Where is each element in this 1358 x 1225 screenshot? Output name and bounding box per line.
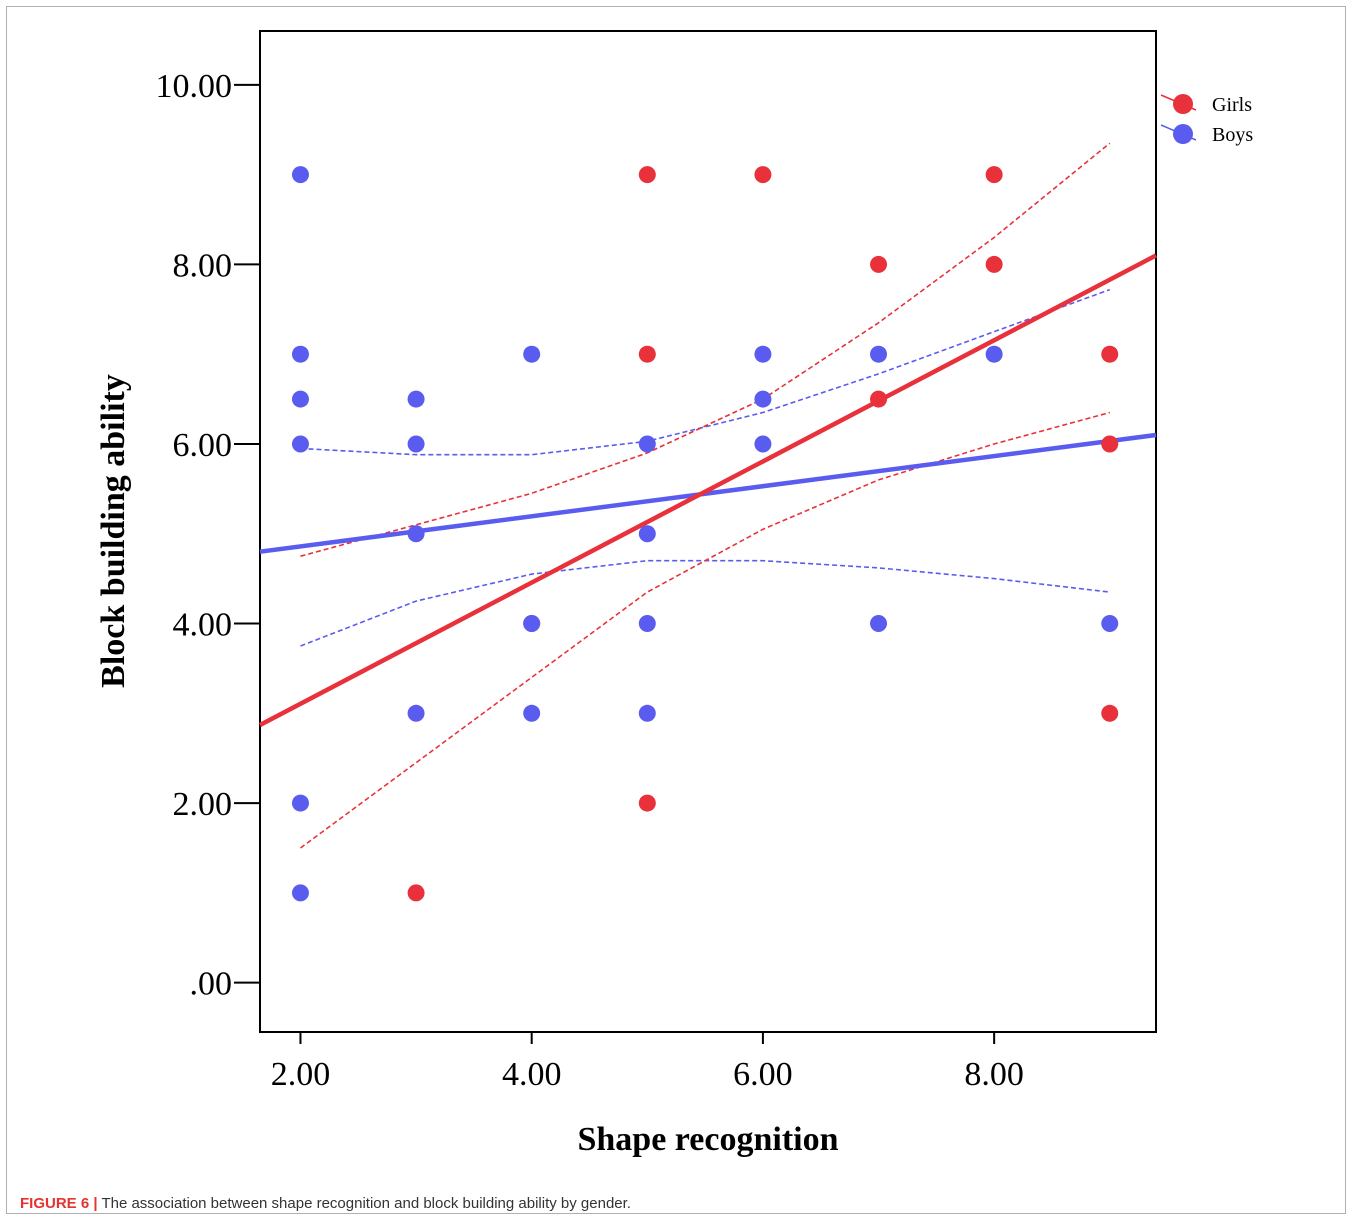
- boys-point: [407, 525, 425, 543]
- boys-point: [291, 390, 309, 408]
- girls-point: [754, 166, 772, 184]
- girls-ci-upper-line: [300, 142, 1111, 557]
- caption-label: FIGURE 6 |: [20, 1195, 98, 1212]
- boys-point: [870, 615, 888, 633]
- boys-point: [985, 345, 1003, 363]
- boys-point: [1101, 615, 1119, 633]
- boys-point: [523, 704, 541, 722]
- boys-ci-upper-line: [300, 288, 1111, 456]
- x-tick-label: 8.00: [964, 1056, 1024, 1093]
- y-tick-label: 2.00: [173, 786, 233, 823]
- girls-point: [638, 345, 656, 363]
- boys-point: [407, 435, 425, 453]
- figure-caption: FIGURE 6 | The association between shape…: [20, 1195, 631, 1212]
- girls-ci-lower-line: [300, 411, 1111, 849]
- boys-point: [291, 435, 309, 453]
- boys-point: [291, 345, 309, 363]
- girls-point: [985, 255, 1003, 273]
- x-axis-label: Shape recognition: [577, 1121, 838, 1158]
- girls-point: [407, 884, 425, 902]
- boys-point: [291, 166, 309, 184]
- x-tick-label: 4.00: [502, 1056, 562, 1093]
- legend: Girls Boys: [1160, 94, 1253, 146]
- boys-point: [291, 884, 309, 902]
- boys-point: [754, 435, 772, 453]
- girls-legend-label: Girls: [1212, 94, 1252, 116]
- girls-point: [1101, 345, 1119, 363]
- girls-point: [1101, 435, 1119, 453]
- y-tick-label: 8.00: [173, 247, 233, 284]
- girls-legend-marker: [1173, 94, 1193, 114]
- axes: 2.00 4.00 6.00 8.00 .00 2.00 4.00 6.00 8.00 10.00: [156, 68, 1024, 1093]
- x-tick-label: 2.00: [271, 1056, 331, 1093]
- boys-point: [754, 345, 772, 363]
- girls-point: [638, 794, 656, 812]
- girls-point: [870, 390, 888, 408]
- boys-legend-marker: [1173, 124, 1193, 144]
- y-axis-label: Block building ability: [95, 374, 132, 688]
- girls-fit-line: [258, 253, 1158, 727]
- caption-text: The association between shape recognitio…: [97, 1195, 631, 1212]
- y-tick-label: .00: [190, 966, 233, 1003]
- boys-point: [754, 390, 772, 408]
- y-tick-label: 10.00: [156, 68, 233, 105]
- boys-point: [407, 704, 425, 722]
- data-points: [291, 166, 1119, 902]
- boys-point: [407, 390, 425, 408]
- confidence-intervals: [300, 142, 1111, 849]
- y-tick-label: 4.00: [173, 607, 233, 644]
- boys-point: [638, 435, 656, 453]
- girls-point: [638, 166, 656, 184]
- x-tick-label: 6.00: [733, 1056, 793, 1093]
- y-tick-label: 6.00: [173, 427, 233, 464]
- boys-point: [638, 704, 656, 722]
- girls-point: [985, 166, 1003, 184]
- girls-point: [870, 255, 888, 273]
- boys-point: [638, 615, 656, 633]
- girls-point: [1101, 704, 1119, 722]
- boys-point: [870, 345, 888, 363]
- boys-point: [291, 794, 309, 812]
- boys-point: [638, 525, 656, 543]
- boys-point: [523, 345, 541, 363]
- boys-legend-label: Boys: [1212, 124, 1253, 146]
- boys-point: [523, 615, 541, 633]
